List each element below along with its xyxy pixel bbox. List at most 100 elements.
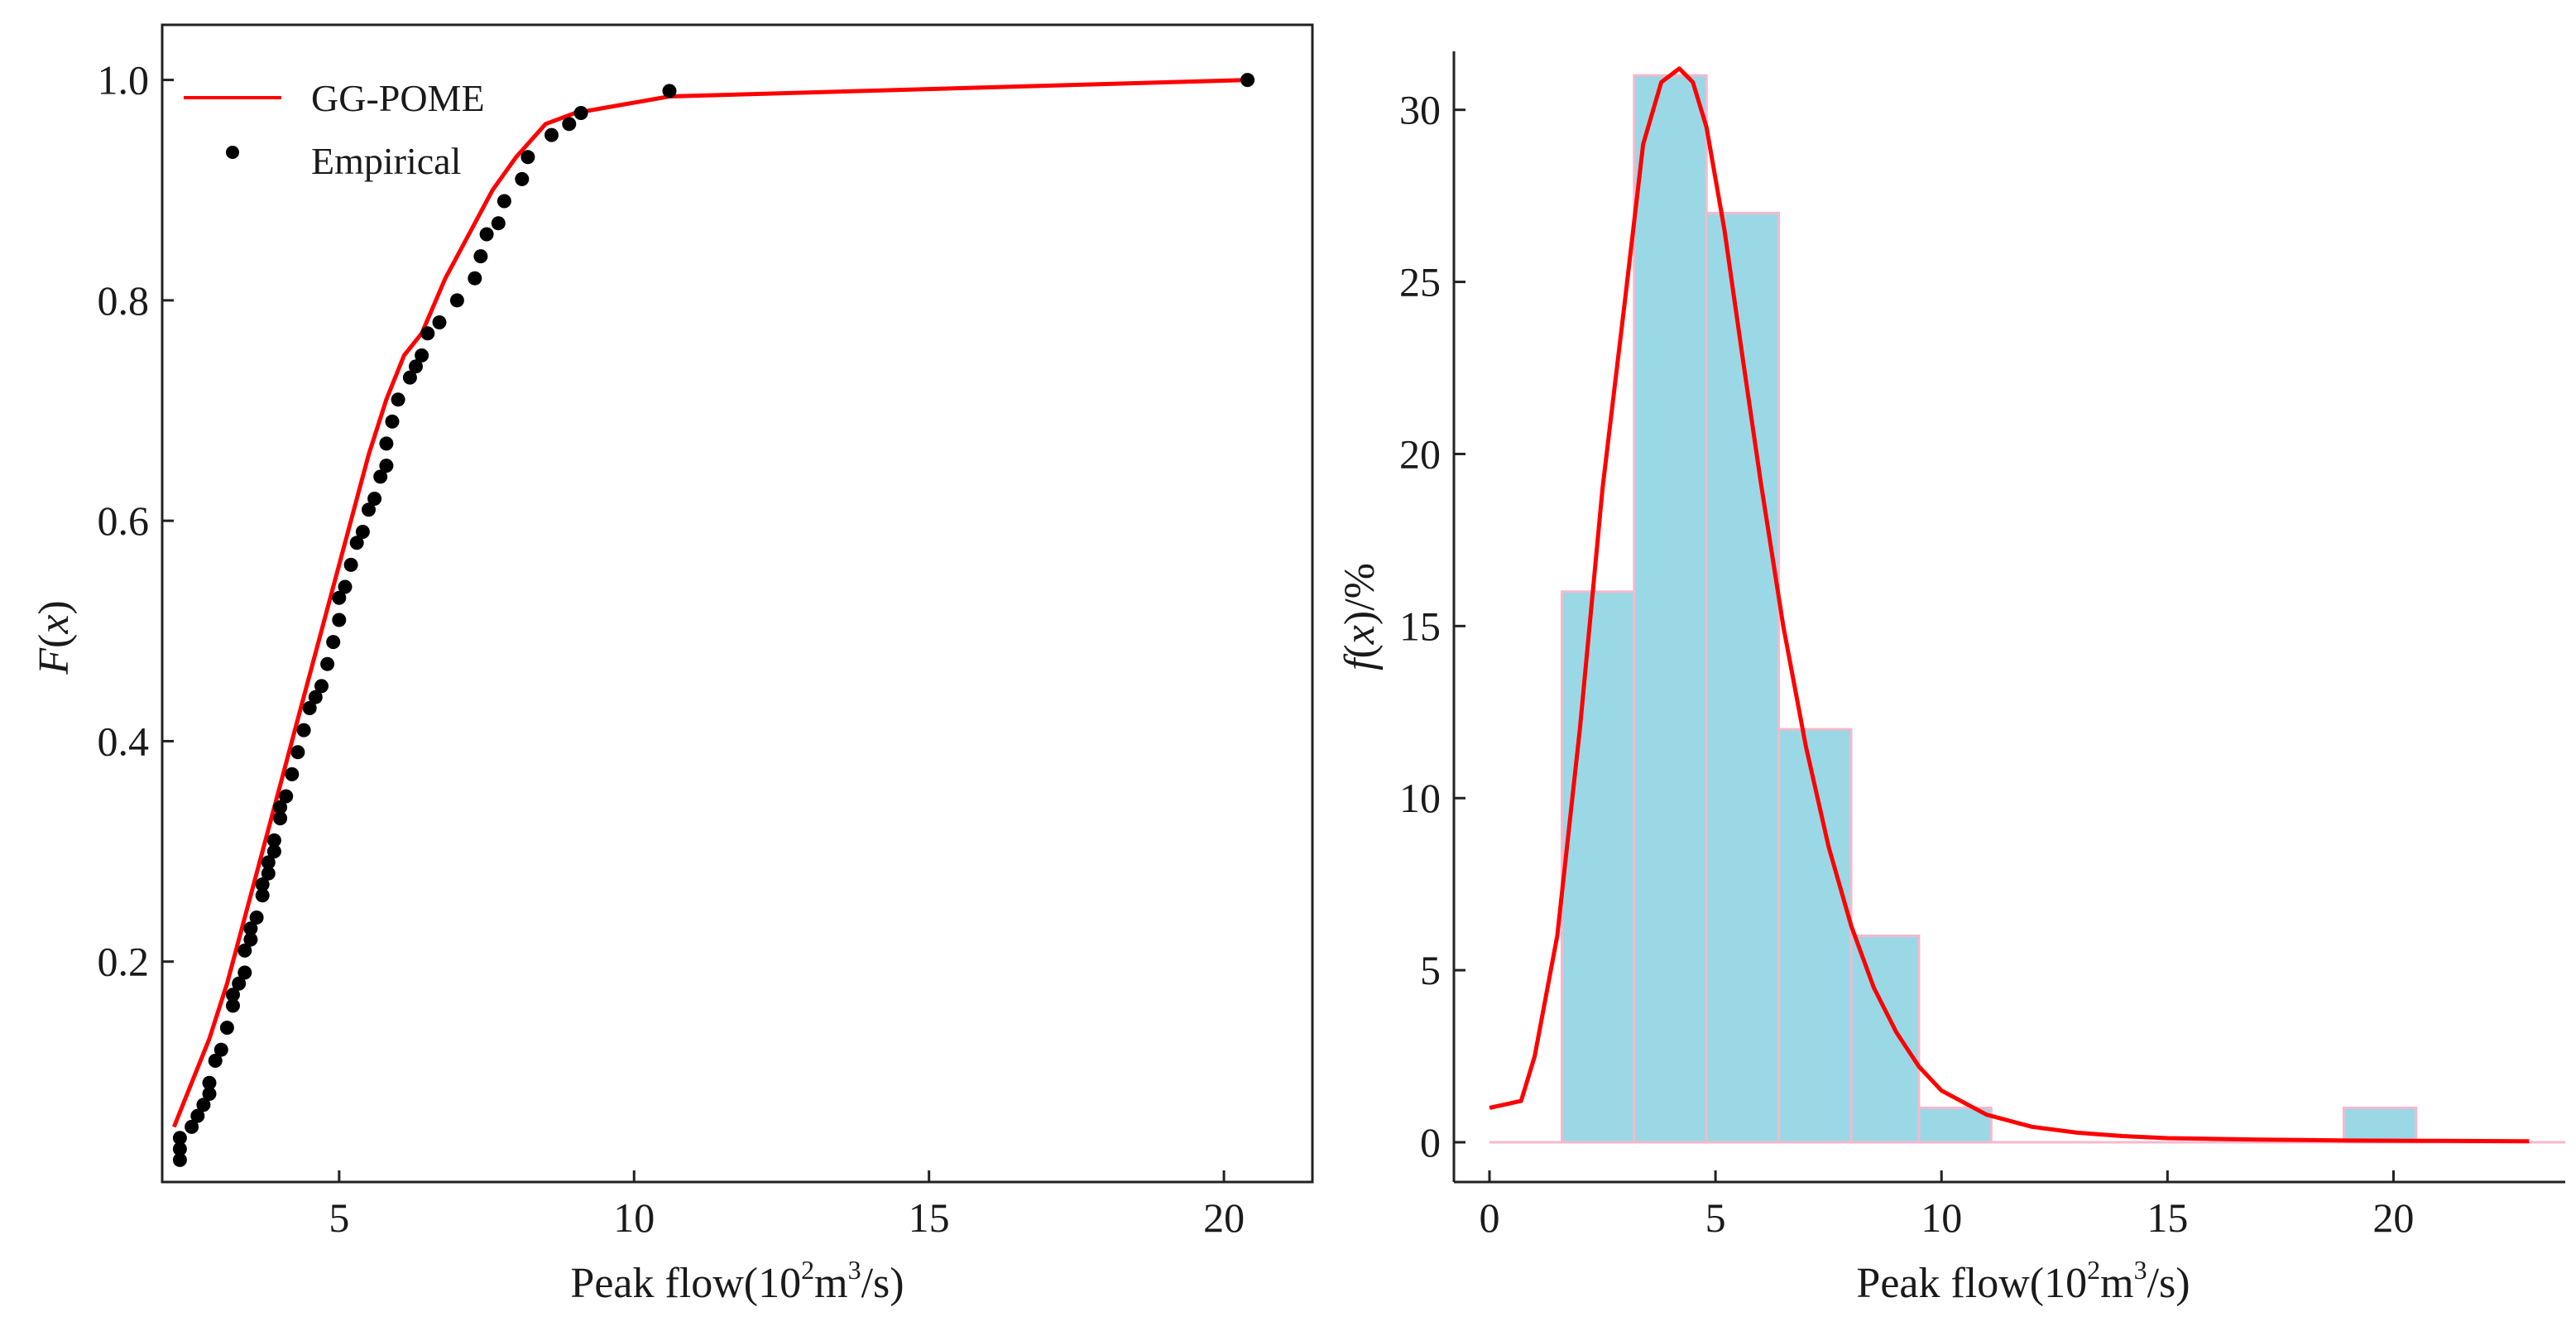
empirical-point [473,249,488,264]
empirical-point [379,459,394,473]
empirical-point [255,877,270,891]
xlabel-suffix: /s) [861,1260,904,1307]
xlabel-sup1: 2 [2087,1255,2100,1285]
empirical-point [302,701,317,715]
empirical-point [237,943,252,958]
y-tick-label: 20 [1399,430,1441,477]
empirical-point [285,766,300,781]
empirical-point [379,436,394,451]
empirical-point [573,106,588,120]
ylabel-close: )/% [1336,563,1384,625]
ylabel-open: ( [31,634,78,648]
cdf-legend: GG-POME Empirical [184,77,485,182]
empirical-point [544,127,559,142]
empirical-point [172,1131,187,1146]
empirical-point [172,1141,187,1156]
empirical-point [391,392,405,407]
y-tick-label: 0.6 [98,497,150,544]
empirical-point [420,326,435,341]
empirical-point [290,745,305,760]
empirical-point [266,833,281,848]
histogram-bar [1560,590,1636,1144]
y-tick-label: 30 [1399,87,1441,133]
gg-pome-cdf-line [171,78,1248,1128]
gg-pome-cdf-series [171,78,1248,1128]
cdf-axis-ticks: 5 10 15 20 0.2 0.4 0.6 0.8 1.0 [98,57,1245,1241]
empirical-cdf-series [172,73,1255,1167]
empirical-point [273,811,288,826]
pdf-x-axis-title: Peak flow(102m3/s) [1856,1255,2190,1307]
ylabel-open: ( [1336,644,1384,658]
empirical-point [515,171,530,186]
y-tick-label: 10 [1399,775,1441,821]
y-tick-label: 0 [1420,1119,1441,1165]
empirical-point [232,976,247,991]
empirical-point [266,844,281,859]
legend-label-fit: GG-POME [311,77,485,119]
y-tick-label: 0.4 [98,718,150,764]
empirical-point [243,921,258,936]
histogram-bars [1560,74,2418,1144]
empirical-point [255,888,270,903]
empirical-point [196,1098,211,1112]
empirical-point [237,965,252,980]
y-tick-label: 0.2 [98,939,150,985]
empirical-point [273,800,288,814]
empirical-point [219,1021,234,1035]
empirical-point [249,911,264,925]
cdf-plot-frame [161,23,1314,1184]
x-tick-label: 0 [1480,1194,1500,1241]
xlabel-sup2: 3 [848,1255,861,1285]
empirical-point [279,789,294,804]
pdf-axis-ticks: 0 5 10 15 20 0 5 10 15 20 25 30 [1399,87,2414,1241]
empirical-point [432,315,447,329]
empirical-point [296,723,311,738]
empirical-point [402,370,417,385]
xlabel-prefix: Peak flow(10 [1856,1260,2087,1307]
y-tick-label: 1.0 [98,57,150,103]
empirical-point [449,293,464,308]
empirical-point [308,690,323,704]
empirical-point [415,348,429,363]
x-tick-label: 5 [1705,1194,1726,1241]
ylabel-func: F [31,647,78,675]
x-tick-label: 15 [909,1194,950,1241]
empirical-point [320,656,335,671]
empirical-point [202,1075,217,1090]
cdf-y-axis-title: F(x) [31,600,78,675]
legend-label-empirical: Empirical [311,140,461,182]
empirical-point [1240,73,1255,88]
empirical-point [338,579,353,594]
empirical-point [496,194,511,209]
xlabel-mid: m [2100,1260,2133,1307]
xlabel-sup2: 3 [2134,1255,2147,1285]
empirical-point [326,635,341,650]
y-tick-label: 5 [1420,947,1441,993]
cdf-x-axis-title: Peak flow(102m3/s) [570,1255,904,1307]
empirical-point [562,117,577,132]
xlabel-suffix: /s) [2147,1260,2190,1307]
empirical-point [332,613,347,627]
empirical-point [213,1042,228,1057]
empirical-point [355,525,370,539]
empirical-point [185,1119,199,1134]
xlabel-mid: m [814,1260,847,1307]
empirical-point [208,1054,223,1068]
histogram-bar [1849,935,1921,1144]
x-tick-label: 20 [1203,1194,1245,1241]
ylabel-close: ) [31,600,78,614]
y-tick-label: 0.8 [98,277,150,324]
empirical-point [479,227,494,242]
empirical-point [202,1087,217,1101]
x-tick-label: 10 [613,1194,655,1241]
y-tick-label: 15 [1399,603,1441,649]
x-tick-label: 20 [2372,1194,2414,1241]
empirical-point [261,855,276,870]
gg-pome-pdf-series [1489,66,2530,1144]
empirical-point [314,679,329,694]
cdf-panel: 5 10 15 20 0.2 0.4 0.6 0.8 1.0 GG-POME Empirical… [31,23,1314,1307]
x-tick-label: 15 [2147,1194,2188,1241]
empirical-point [332,590,347,605]
histogram-bar [2342,1106,2418,1144]
empirical-point [226,987,240,1002]
